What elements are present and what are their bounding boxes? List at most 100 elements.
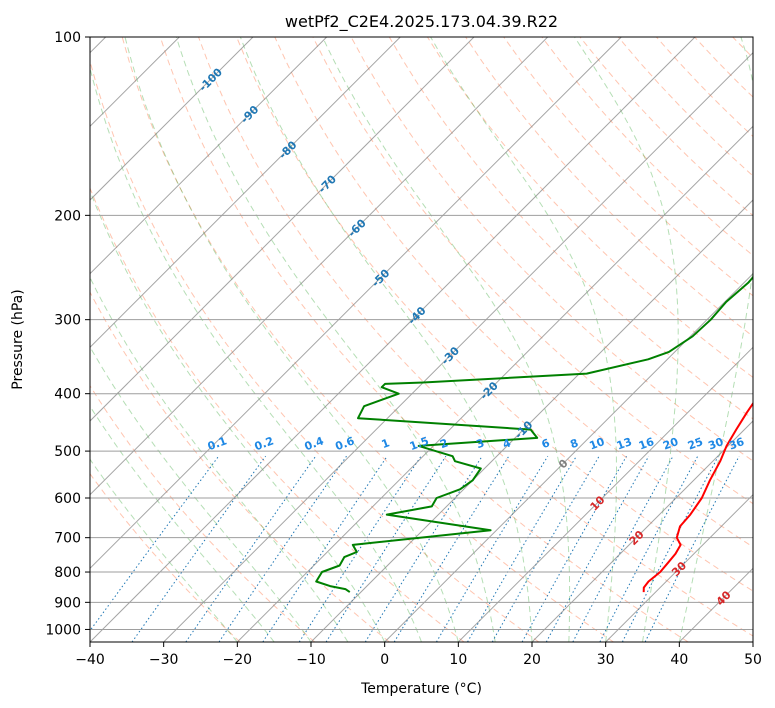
isotherm-label: -70 — [316, 172, 339, 195]
mixing-ratio-line — [599, 455, 699, 642]
x-tick-label: 10 — [449, 652, 467, 668]
dry-adiabat — [90, 472, 241, 642]
dry-adiabat — [503, 37, 753, 297]
isotherm — [678, 567, 753, 642]
y-tick-label: 500 — [54, 444, 81, 460]
y-tick-label: 600 — [54, 491, 81, 507]
mixing-ratio-line — [90, 455, 220, 632]
mixing-ratio-label: 30 — [706, 435, 725, 453]
moist-adiabat — [175, 37, 496, 642]
x-tick-label: 50 — [744, 652, 762, 668]
isotherm — [90, 37, 696, 642]
y-axis-label: Pressure (hPa) — [10, 289, 26, 389]
chart-title: wetPf2_C2E4.2025.173.04.39.R22 — [285, 12, 558, 32]
moist-adiabat — [430, 37, 617, 642]
dry-adiabat — [274, 37, 753, 548]
moist-adiabat — [90, 189, 386, 642]
series-line-2 — [315, 275, 753, 593]
mixing-ratio-label: 10 — [588, 435, 607, 453]
mixing-ratio-line — [467, 455, 577, 642]
mixing-ratio-label: 36 — [727, 435, 746, 453]
isotherm — [384, 272, 753, 642]
mixing-ratio-line — [131, 455, 267, 642]
isotherm — [90, 37, 254, 201]
isotherm-label: 40 — [714, 588, 734, 608]
dry-adiabat — [90, 291, 390, 642]
mixing-ratio-line — [491, 455, 600, 642]
x-tick-label: 20 — [523, 652, 541, 668]
y-tick-label: 700 — [54, 531, 81, 547]
mixing-ratio-line — [262, 455, 388, 642]
mixing-ratio-line — [644, 455, 740, 642]
moist-adiabat — [574, 37, 679, 642]
dry-adiabat — [121, 37, 614, 642]
y-tick-label: 800 — [54, 565, 81, 581]
mixing-ratio-line — [298, 455, 422, 642]
mixing-ratio-label: 0.4 — [303, 434, 326, 453]
dry-adiabat — [312, 37, 753, 505]
isotherm-label: -40 — [405, 304, 428, 327]
background-lines — [90, 37, 775, 642]
dry-adiabat — [541, 37, 753, 257]
series-lines — [315, 275, 753, 593]
moist-adiabat — [322, 37, 571, 642]
mixing-ratio-label: 2 — [438, 436, 450, 451]
y-tick-label: 900 — [54, 595, 81, 611]
isotherm — [90, 37, 475, 422]
series-line-1 — [642, 401, 753, 593]
moist-adiabat — [90, 65, 422, 642]
dry-adiabat — [656, 37, 753, 138]
dry-adiabat — [159, 37, 689, 642]
mixing-ratio-label: 3 — [474, 436, 486, 451]
x-tick-label: 30 — [597, 652, 615, 668]
dry-adiabat — [350, 37, 753, 462]
x-tick-label: −20 — [223, 652, 253, 668]
y-tick-label: 300 — [54, 313, 81, 329]
isotherm — [90, 37, 622, 570]
mixing-ratio-line — [572, 455, 674, 642]
isotherm — [163, 51, 753, 642]
isotherm-label: 10 — [588, 493, 608, 513]
moist-adiabat — [239, 37, 533, 642]
x-tick-label: −10 — [296, 652, 326, 668]
mixing-ratio-line — [435, 455, 549, 642]
x-tick-label: −40 — [75, 652, 105, 668]
isotherm — [90, 37, 401, 349]
mixing-ratio-label: 16 — [637, 435, 656, 453]
y-tick-label: 100 — [54, 30, 81, 46]
mixing-ratio-label: 0.1 — [206, 434, 229, 453]
mixing-ratio-label: 1.5 — [408, 434, 431, 453]
isotherm — [752, 641, 753, 642]
y-tick-label: 1000 — [45, 622, 81, 638]
x-axis-label: Temperature (°C) — [360, 681, 482, 697]
isotherm-label: -20 — [478, 379, 501, 402]
isotherm — [531, 420, 753, 642]
mixing-ratio-label: 13 — [615, 435, 634, 452]
y-tick-label: 400 — [54, 387, 81, 403]
isotherm — [310, 199, 753, 642]
mixing-ratio-label: 6 — [540, 436, 552, 451]
mixing-ratio-line — [621, 455, 719, 642]
dry-adiabat — [426, 37, 753, 378]
mixing-ratio-label: 8 — [568, 436, 580, 451]
mixing-ratio-label: 0.6 — [334, 434, 357, 453]
dry-adiabat — [90, 384, 316, 642]
x-tick-label: 40 — [670, 652, 688, 668]
dry-adiabat — [236, 37, 753, 592]
y-tick-label: 200 — [54, 208, 81, 224]
dry-adiabat — [90, 59, 540, 642]
mixing-ratio-label: 20 — [661, 435, 680, 453]
mixing-ratio-label: 4 — [501, 436, 513, 451]
moist-adiabat — [90, 405, 275, 642]
isotherm — [457, 346, 753, 642]
dry-adiabat — [90, 186, 465, 642]
isotherm-label: -80 — [276, 138, 299, 161]
moist-adiabat — [90, 276, 349, 642]
isotherm — [605, 493, 753, 642]
dry-adiabat — [771, 37, 775, 642]
axis-ticks: −40 −30 −20 −10 0 10 20 30 40 5010020030040050060… — [45, 30, 762, 668]
isotherm — [90, 37, 549, 496]
mixing-ratio-label: 1 — [380, 436, 392, 451]
moist-adiabat — [678, 37, 753, 642]
